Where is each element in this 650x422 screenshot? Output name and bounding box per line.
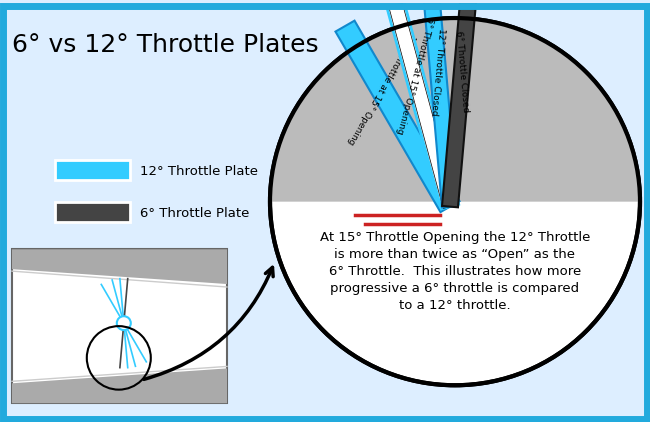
Text: 12° Throttle at 15° Opening: 12° Throttle at 15° Opening xyxy=(346,32,417,146)
Polygon shape xyxy=(270,18,640,202)
Polygon shape xyxy=(387,3,459,209)
Text: 12° Throttle Plate: 12° Throttle Plate xyxy=(140,165,258,179)
Text: At 15° Throttle Opening the 12° Throttle
is more than twice as “Open” as the
6° : At 15° Throttle Opening the 12° Throttle… xyxy=(320,231,590,312)
Polygon shape xyxy=(335,21,460,212)
Circle shape xyxy=(270,18,640,385)
Bar xyxy=(55,202,130,222)
Bar xyxy=(12,249,227,403)
Text: 12° Throttle Closed: 12° Throttle Closed xyxy=(430,27,447,116)
Polygon shape xyxy=(12,249,227,284)
Polygon shape xyxy=(12,368,227,403)
Polygon shape xyxy=(442,0,476,207)
Text: 6° Throttle at 15° Opening: 6° Throttle at 15° Opening xyxy=(395,16,435,135)
Text: 6° Throttle Closed: 6° Throttle Closed xyxy=(454,30,470,113)
Circle shape xyxy=(117,316,131,330)
Bar xyxy=(55,160,130,180)
Polygon shape xyxy=(424,0,458,207)
Polygon shape xyxy=(389,3,457,208)
Text: 6° vs 12° Throttle Plates: 6° vs 12° Throttle Plates xyxy=(12,33,318,57)
Text: 6° Throttle Plate: 6° Throttle Plate xyxy=(140,207,250,220)
